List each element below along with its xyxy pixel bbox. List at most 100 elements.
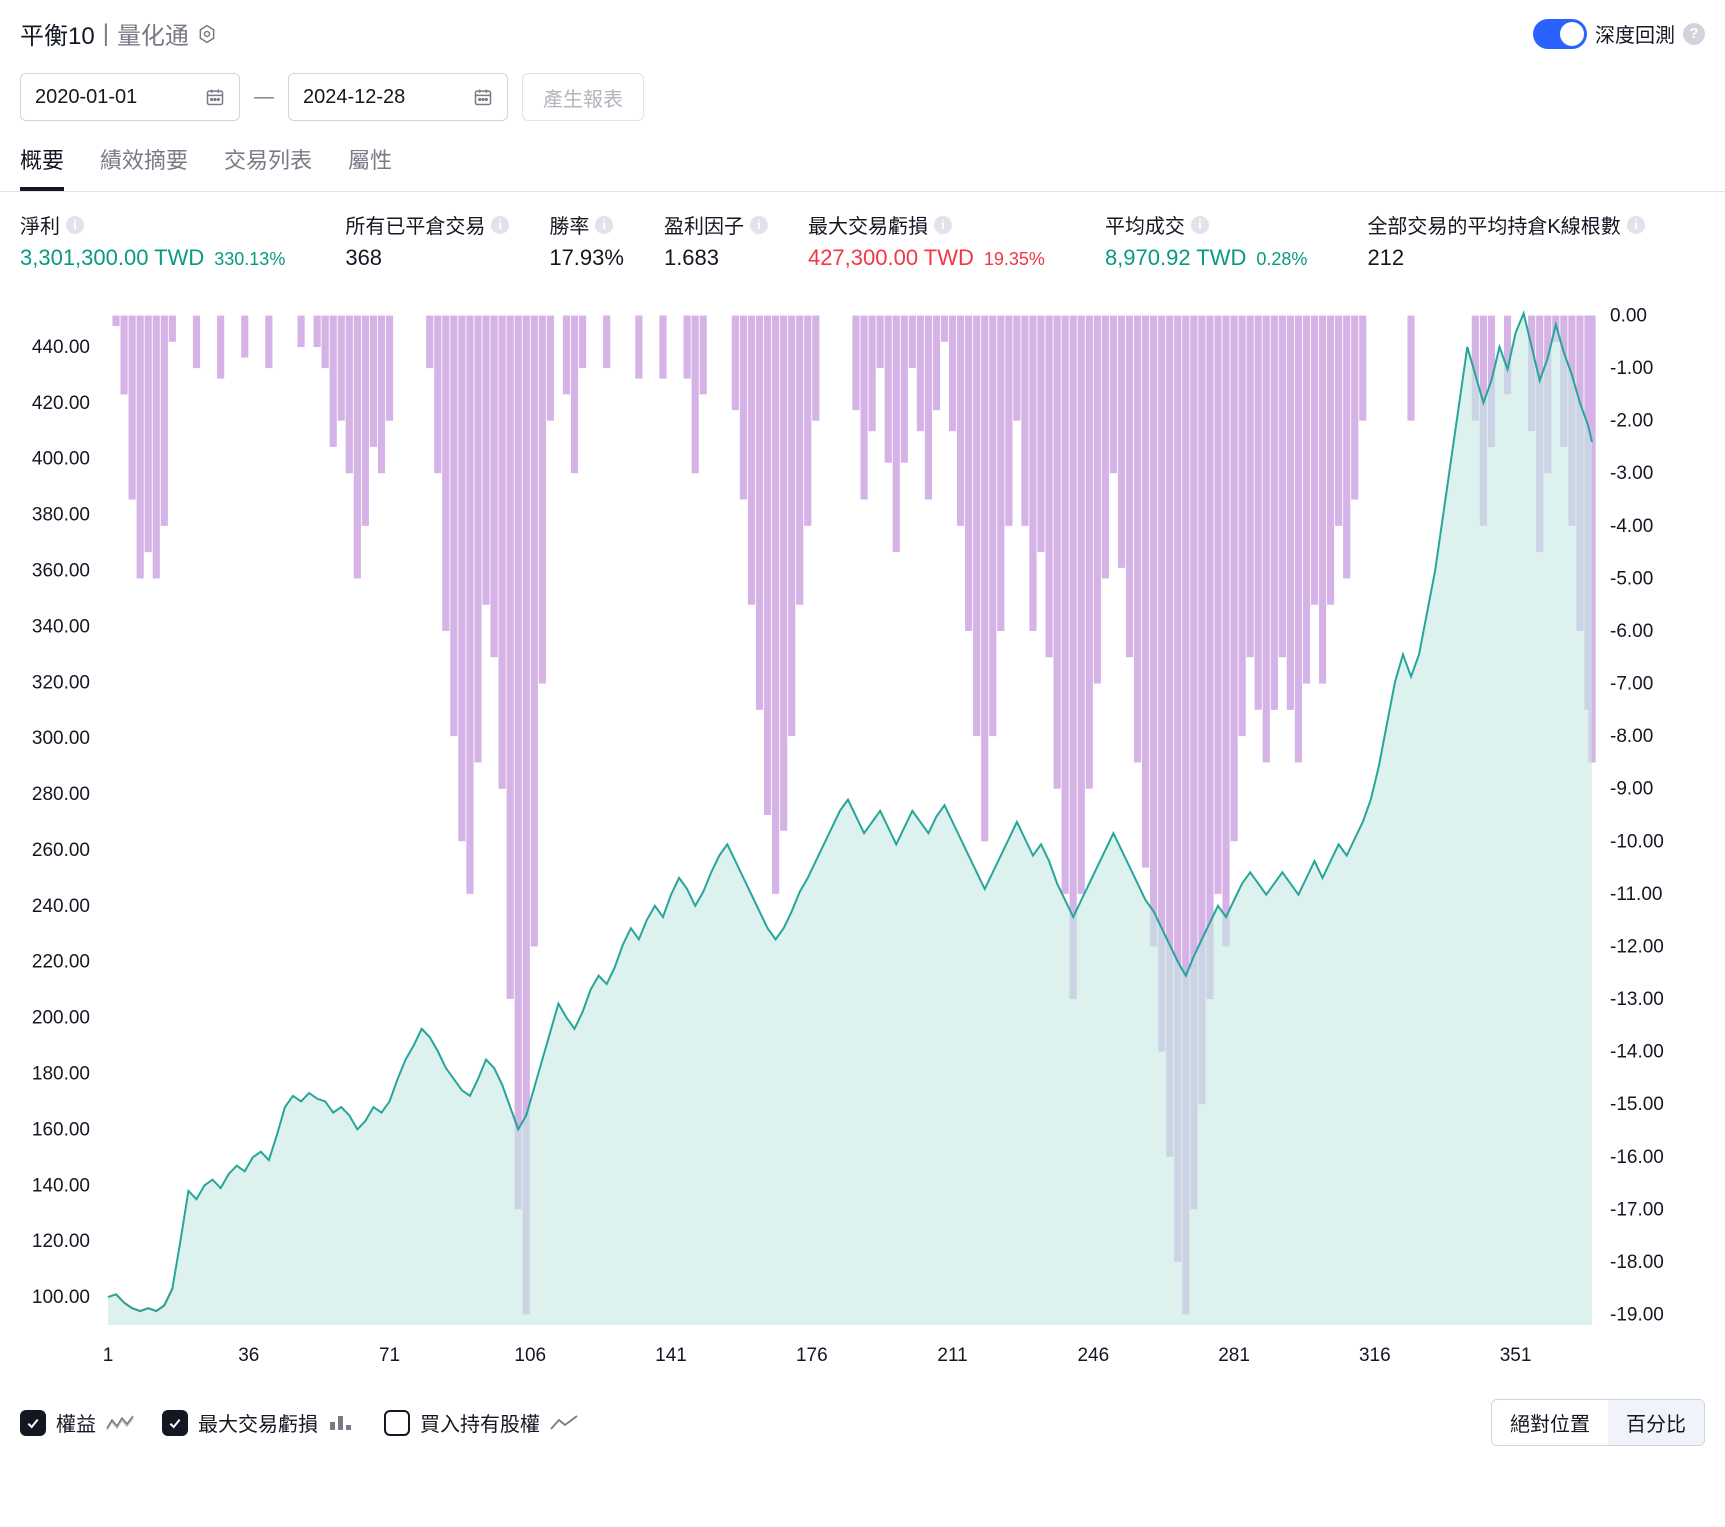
svg-text:141: 141 bbox=[655, 1345, 687, 1366]
info-icon[interactable]: i bbox=[1191, 216, 1209, 234]
svg-text:-6.00: -6.00 bbox=[1610, 621, 1653, 642]
tabs: 概要 績效摘要 交易列表 屬性 bbox=[0, 135, 1725, 192]
info-icon[interactable]: i bbox=[491, 216, 509, 234]
svg-text:420.00: 420.00 bbox=[32, 393, 90, 414]
tab-performance[interactable]: 績效摘要 bbox=[100, 143, 188, 191]
checkbox-icon[interactable] bbox=[384, 1410, 410, 1436]
generate-report-button[interactable]: 產生報表 bbox=[522, 73, 644, 121]
metric-label: 平均成交 bbox=[1105, 210, 1185, 239]
info-icon[interactable]: i bbox=[750, 216, 768, 234]
svg-text:351: 351 bbox=[1500, 1345, 1532, 1366]
equity-chart[interactable]: 100.00120.00140.00160.00180.00200.00220.… bbox=[0, 285, 1717, 1385]
title-group: 平衡10 | 量化通 bbox=[20, 16, 217, 51]
svg-text:281: 281 bbox=[1218, 1345, 1250, 1366]
chart-canvas: 100.00120.00140.00160.00180.00200.00220.… bbox=[0, 285, 1700, 1385]
start-date-input[interactable]: 2020-01-01 bbox=[20, 73, 240, 121]
strategy-subtitle: 量化通 bbox=[117, 16, 189, 51]
svg-text:-11.00: -11.00 bbox=[1610, 884, 1662, 905]
svg-text:246: 246 bbox=[1077, 1345, 1109, 1366]
start-date-value: 2020-01-01 bbox=[35, 86, 137, 109]
svg-text:240.00: 240.00 bbox=[32, 896, 90, 917]
metric-label: 淨利 bbox=[20, 210, 60, 239]
tab-trades[interactable]: 交易列表 bbox=[224, 143, 312, 191]
metric-label: 盈利因子 bbox=[664, 210, 744, 239]
svg-text:300.00: 300.00 bbox=[32, 728, 90, 749]
info-icon[interactable]: i bbox=[934, 216, 952, 234]
metric-net-profit: 淨利i 3,301,300.00 TWD330.13% bbox=[20, 210, 345, 271]
svg-text:-5.00: -5.00 bbox=[1610, 568, 1653, 589]
equity-line-icon bbox=[106, 1414, 134, 1432]
svg-text:260.00: 260.00 bbox=[32, 840, 90, 861]
svg-text:-18.00: -18.00 bbox=[1610, 1252, 1664, 1273]
svg-text:-3.00: -3.00 bbox=[1610, 463, 1653, 484]
end-date-input[interactable]: 2024-12-28 bbox=[288, 73, 508, 121]
legend-equity[interactable]: 權益 bbox=[20, 1408, 134, 1437]
deep-backtest-label: 深度回測 bbox=[1595, 19, 1675, 48]
metric-pct: 330.13% bbox=[214, 249, 285, 270]
svg-text:-19.00: -19.00 bbox=[1610, 1304, 1664, 1325]
legend-label: 最大交易虧損 bbox=[198, 1408, 318, 1437]
info-icon[interactable]: i bbox=[1627, 216, 1645, 234]
metric-win-rate: 勝率 i 17.93% bbox=[549, 210, 664, 271]
legend-max-drawdown[interactable]: 最大交易虧損 bbox=[162, 1408, 356, 1437]
svg-text:140.00: 140.00 bbox=[32, 1175, 90, 1196]
svg-text:100.00: 100.00 bbox=[32, 1287, 90, 1308]
metric-label: 全部交易的平均持倉K線根數 bbox=[1367, 210, 1620, 239]
svg-text:-8.00: -8.00 bbox=[1610, 726, 1653, 747]
metric-max-drawdown: 最大交易虧損i 427,300.00 TWD19.35% bbox=[808, 210, 1105, 271]
svg-text:1: 1 bbox=[103, 1345, 114, 1366]
metrics-row: 淨利i 3,301,300.00 TWD330.13% 所有已平倉交易i 368… bbox=[0, 192, 1725, 275]
tab-overview[interactable]: 概要 bbox=[20, 143, 64, 191]
svg-text:-15.00: -15.00 bbox=[1610, 1094, 1664, 1115]
controls-row: 2020-01-01 — 2024-12-28 產生報表 bbox=[0, 59, 1725, 135]
chart-footer: 權益 最大交易虧損 買入持有股權 絕對位置 百分比 bbox=[0, 1385, 1725, 1460]
svg-text:400.00: 400.00 bbox=[32, 449, 90, 470]
svg-text:-16.00: -16.00 bbox=[1610, 1147, 1664, 1168]
svg-text:-4.00: -4.00 bbox=[1610, 516, 1653, 537]
metric-pct: 0.28% bbox=[1256, 249, 1307, 270]
svg-text:176: 176 bbox=[796, 1345, 828, 1366]
metric-label: 最大交易虧損 bbox=[808, 210, 928, 239]
seg-percent[interactable]: 百分比 bbox=[1608, 1400, 1704, 1445]
svg-text:-1.00: -1.00 bbox=[1610, 358, 1653, 379]
svg-text:320.00: 320.00 bbox=[32, 672, 90, 693]
info-icon[interactable]: i bbox=[595, 216, 613, 234]
legend-buy-hold[interactable]: 買入持有股權 bbox=[384, 1408, 578, 1437]
deep-backtest-group: 深度回測 ? bbox=[1533, 19, 1705, 49]
legend-label: 買入持有股權 bbox=[420, 1408, 540, 1437]
svg-text:-12.00: -12.00 bbox=[1610, 936, 1664, 957]
calendar-icon bbox=[205, 87, 225, 107]
svg-text:106: 106 bbox=[514, 1345, 546, 1366]
svg-text:-10.00: -10.00 bbox=[1610, 831, 1664, 852]
checkbox-icon[interactable] bbox=[162, 1410, 188, 1436]
date-range-dash: — bbox=[254, 86, 274, 109]
tab-properties[interactable]: 屬性 bbox=[348, 143, 392, 191]
metric-label: 勝率 bbox=[549, 210, 589, 239]
svg-text:-7.00: -7.00 bbox=[1610, 674, 1653, 695]
bars-icon bbox=[328, 1414, 356, 1432]
svg-text:120.00: 120.00 bbox=[32, 1231, 90, 1252]
metric-pct: 19.35% bbox=[984, 249, 1045, 270]
title-separator: | bbox=[103, 20, 109, 48]
metric-value: 8,970.92 TWD bbox=[1105, 245, 1246, 271]
legend: 權益 最大交易虧損 買入持有股權 bbox=[20, 1408, 578, 1437]
checkbox-icon[interactable] bbox=[20, 1410, 46, 1436]
help-icon[interactable]: ? bbox=[1683, 23, 1705, 45]
header: 平衡10 | 量化通 深度回測 ? bbox=[0, 0, 1725, 59]
info-icon[interactable]: i bbox=[66, 216, 84, 234]
end-date-value: 2024-12-28 bbox=[303, 86, 405, 109]
svg-text:-14.00: -14.00 bbox=[1610, 1042, 1664, 1063]
svg-text:380.00: 380.00 bbox=[32, 505, 90, 526]
metric-value: 17.93% bbox=[549, 245, 624, 271]
svg-text:36: 36 bbox=[238, 1345, 259, 1366]
svg-text:200.00: 200.00 bbox=[32, 1008, 90, 1029]
metric-avg-trade: 平均成交 i 8,970.92 TWD 0.28% bbox=[1105, 210, 1368, 271]
seg-absolute[interactable]: 絕對位置 bbox=[1492, 1400, 1608, 1445]
settings-hex-icon[interactable] bbox=[197, 24, 217, 44]
svg-text:-9.00: -9.00 bbox=[1610, 779, 1653, 800]
deep-backtest-toggle[interactable] bbox=[1533, 19, 1587, 49]
svg-text:-17.00: -17.00 bbox=[1610, 1199, 1664, 1220]
display-mode-segmented: 絕對位置 百分比 bbox=[1491, 1399, 1705, 1446]
svg-text:440.00: 440.00 bbox=[32, 337, 90, 358]
metric-avg-bars: 全部交易的平均持倉K線根數i 212 bbox=[1367, 210, 1684, 271]
